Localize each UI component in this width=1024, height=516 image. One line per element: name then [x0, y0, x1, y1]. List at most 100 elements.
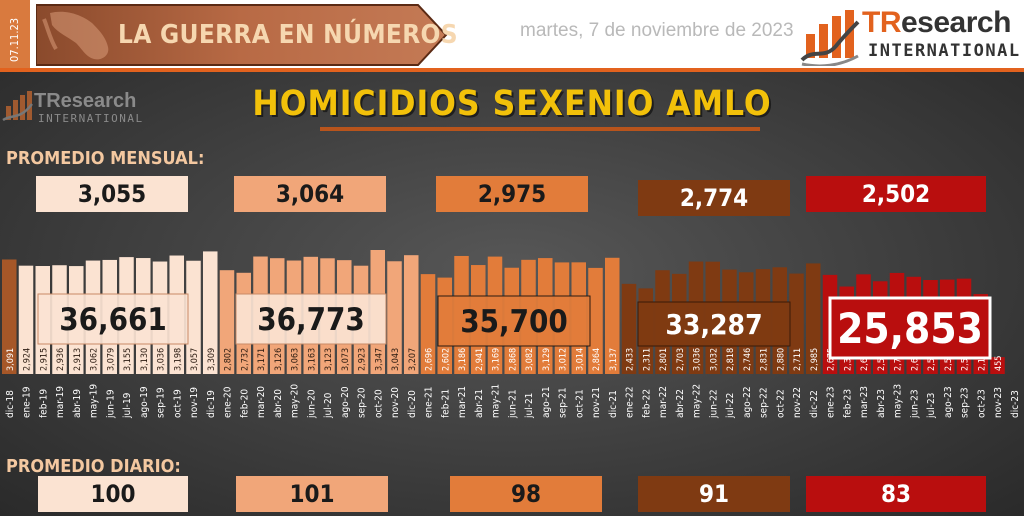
tick-label-sep-20: sep-20 [357, 387, 368, 418]
tick-label-jun-23: jun-23 [909, 389, 920, 419]
annual-total-box-1 [235, 293, 387, 345]
daily-avg-2020: 101 [236, 476, 388, 512]
tick-label-abr-21: abr-21 [474, 389, 485, 418]
header-rule [0, 68, 1024, 72]
bar-nov-22 [789, 273, 804, 374]
tick-label-ene-21: ene-21 [424, 387, 435, 418]
value-label-ene-20: 2,802 [224, 348, 234, 371]
value-label-sep-21: 3,012 [559, 348, 569, 371]
tick-label-feb-19: feb-19 [38, 389, 49, 418]
chart-panel: TResearch INTERNATIONAL HOMICIDIOS SEXEN… [0, 72, 1024, 516]
bar-dic-21 [605, 257, 620, 374]
tick-label-nov-22: nov-22 [792, 387, 803, 418]
value-label-jun-21: 2,868 [508, 348, 518, 371]
value-label-feb-19: 2,915 [39, 348, 49, 371]
monthly-avg-2023: 2,502 [806, 176, 986, 212]
bar-ene-21 [420, 274, 436, 374]
side-date-text: 07.11.23 [8, 17, 21, 62]
value-label-ene-22: 2,433 [626, 348, 636, 371]
tick-label-mar-22: mar-22 [658, 386, 669, 418]
tick-label-ago-20: ago-20 [340, 386, 351, 418]
value-label-dic-18: 3,091 [6, 348, 16, 371]
tick-label-ago-19: ago-19 [139, 386, 150, 418]
value-label-jul-19: 3,155 [123, 348, 133, 371]
value-label-dic-20: 3,207 [408, 348, 418, 371]
annual-total-1: 36,773 [257, 302, 365, 338]
value-label-mar-20: 3,171 [257, 348, 267, 371]
value-label-abr-21: 2,941 [475, 348, 485, 371]
bar-dic-18 [2, 259, 17, 374]
bar-nov-21 [588, 267, 603, 374]
annual-total-4: 25,853 [837, 304, 983, 353]
tick-label-jun-19: jun-19 [105, 389, 116, 419]
value-label-ago-22: 2,746 [743, 348, 753, 371]
tick-label-dic-21: dic-21 [608, 390, 619, 418]
tick-label-abr-20: abr-20 [273, 389, 284, 418]
daily-avg-2022: 91 [638, 476, 790, 512]
value-label-sep-19: 3,036 [157, 348, 167, 371]
value-label-nov-19: 3,057 [190, 348, 200, 371]
monthly-avg-2020: 3,064 [234, 176, 386, 212]
tick-label-dic-19: dic-19 [206, 390, 217, 418]
value-label-oct-22: 2,880 [776, 348, 786, 371]
value-label-sep-22: 2,831 [760, 348, 770, 371]
tick-label-nov-19: nov-19 [189, 387, 200, 418]
bar-nov-19 [186, 260, 201, 374]
monthly-average-label: PROMEDIO MENSUAL: [6, 148, 205, 169]
side-date-tab: 07.11.23 [0, 0, 30, 68]
publication-date: martes, 7 de noviembre de 2023 [520, 20, 794, 41]
tick-label-may-21: may-21 [491, 384, 502, 418]
logo-chart-icon [800, 10, 860, 68]
tick-label-ene-22: ene-22 [625, 387, 636, 418]
tick-label-sep-22: sep-22 [759, 387, 770, 418]
value-label-oct-19: 3,198 [173, 348, 183, 371]
tick-label-oct-22: oct-22 [775, 389, 786, 418]
tick-label-ago-22: ago-22 [742, 386, 753, 418]
tick-label-mar-19: mar-19 [55, 386, 66, 418]
value-label-mar-21: 3,186 [458, 348, 468, 371]
value-label-feb-20: 2,732 [240, 348, 250, 371]
tick-label-jul-19: jul-19 [122, 392, 133, 419]
logo-brand-rest: esearch [901, 6, 1011, 39]
value-label-ago-20: 3,073 [341, 348, 351, 371]
value-label-jul-20: 3,123 [324, 348, 334, 371]
title-banner [36, 4, 448, 66]
tick-label-sep-23: sep-23 [960, 387, 971, 418]
tick-label-may-23: may-23 [893, 384, 904, 418]
tick-label-may-20: may-20 [290, 384, 301, 418]
tick-label-dic-18: dic-18 [5, 390, 16, 418]
tick-label-dic-23: dic-23 [1010, 390, 1021, 418]
annual-total-0: 36,661 [59, 302, 167, 338]
watermark-chart-icon [2, 91, 33, 122]
bar-nov-20 [387, 261, 402, 374]
value-label-feb-22: 2,311 [642, 348, 652, 371]
tick-label-feb-21: feb-21 [440, 389, 451, 418]
value-label-may-19: 3,062 [90, 348, 100, 371]
tick-label-abr-19: abr-19 [72, 389, 83, 418]
watermark-brand-rest: esearch [60, 90, 137, 112]
watermark-logo: TResearch INTERNATIONAL [2, 90, 152, 132]
value-label-nov-21: 2,864 [592, 348, 602, 371]
bar-ene-19 [18, 265, 34, 374]
value-label-may-22: 3,036 [693, 348, 703, 371]
bar-ene-20 [219, 270, 235, 374]
annual-total-box-0 [37, 293, 189, 345]
tick-label-nov-20: nov-20 [390, 387, 401, 418]
logo-brand-text: TResearch [862, 6, 1011, 40]
tick-label-dic-20: dic-20 [407, 390, 418, 418]
value-label-oct-20: 3,347 [374, 348, 384, 371]
tick-label-sep-21: sep-21 [558, 387, 569, 418]
value-label-jul-22: 2,818 [726, 348, 736, 371]
tick-label-mar-20: mar-20 [256, 386, 267, 418]
value-label-nov-23: 455 [994, 356, 1004, 371]
value-label-nov-20: 3,043 [391, 348, 401, 371]
tick-label-ene-20: ene-20 [223, 386, 234, 418]
tick-label-feb-23: feb-23 [842, 389, 853, 418]
value-label-nov-22: 2,711 [793, 348, 803, 371]
tick-label-feb-22: feb-22 [641, 389, 652, 418]
tresearch-logo: TResearch INTERNATIONAL [800, 6, 1021, 68]
daily-average-label: PROMEDIO DIARIO: [6, 456, 181, 477]
tick-label-dic-22: dic-22 [809, 390, 820, 418]
value-label-may-21: 3,169 [492, 348, 502, 371]
logo-sub-text: INTERNATIONAL [868, 41, 1021, 61]
